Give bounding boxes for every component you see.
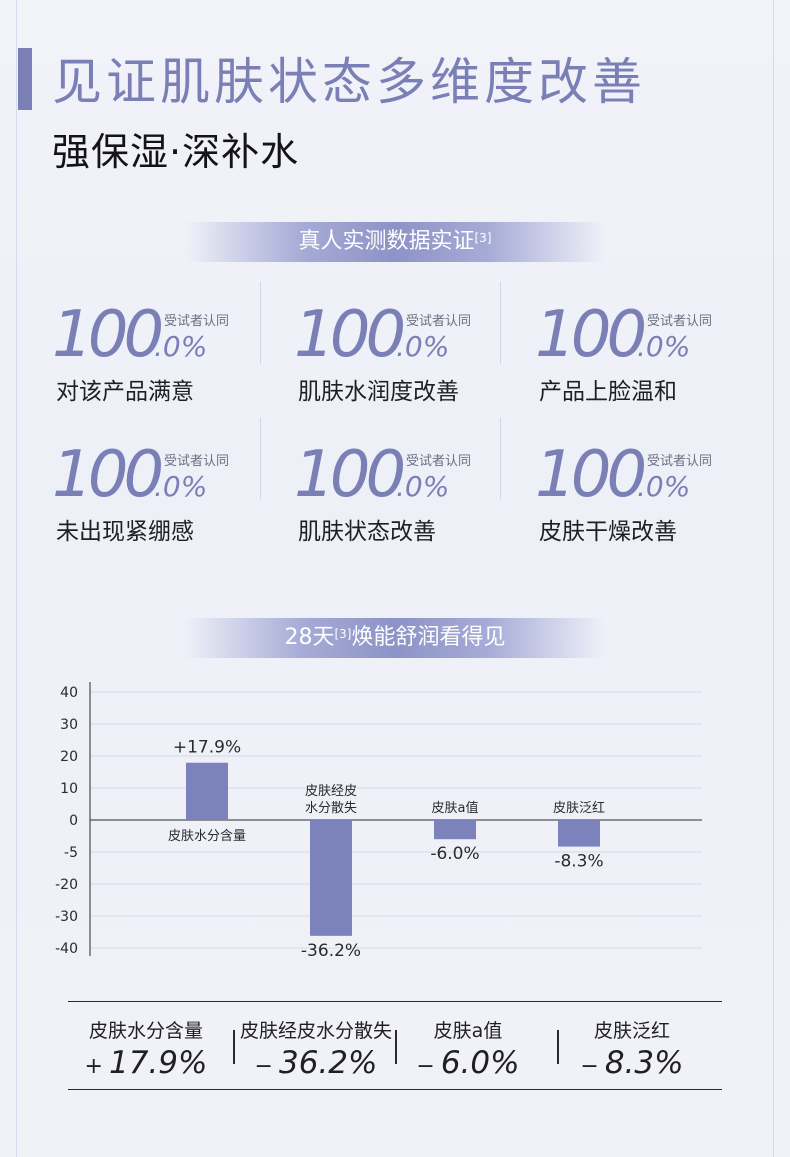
stat-divider (500, 418, 501, 500)
summary-divider (395, 1030, 397, 1064)
summary-sign: − (416, 1054, 435, 1079)
summary-value: 6.0% (440, 1045, 520, 1081)
summary-sign: + (84, 1054, 103, 1079)
bar-value-label: -8.3% (554, 852, 603, 872)
summary-label: 皮肤泛红 (593, 1020, 670, 1042)
y-tick-label: -40 (55, 941, 78, 957)
stat-note: 受试者认同 (406, 454, 472, 469)
bar (558, 820, 600, 847)
category-label: 皮肤经皮 (305, 784, 357, 799)
summary-value: 8.3% (604, 1045, 684, 1081)
summary-value-row: −6.0% (388, 1045, 548, 1081)
category-label: 皮肤水分含量 (168, 828, 246, 844)
page-subtitle: 强保湿·深补水 (52, 130, 300, 174)
stat-number: 100 (535, 438, 647, 512)
stat-divider (260, 282, 261, 364)
stat-card: 100 .0% 受试者认同 肌肤水润度改善 (294, 300, 519, 430)
frame-left-line (16, 0, 17, 1157)
stat-label: 肌肤状态改善 (298, 519, 436, 545)
section-tag-prefix: 28天 (284, 625, 335, 650)
stat-note: 受试者认同 (406, 314, 472, 329)
stat-note: 受试者认同 (164, 314, 230, 329)
stat-label: 肌肤水润度改善 (298, 379, 459, 405)
summary-value-row: −36.2% (236, 1045, 396, 1081)
bar (434, 820, 476, 840)
section-tag-text: 真人实测数据实证 (298, 229, 475, 254)
stat-label: 产品上脸温和 (539, 379, 677, 405)
page-title: 见证肌肤状态多维度改善 (52, 53, 646, 111)
summary-top-rule (68, 1001, 722, 1002)
bar-value-label: -36.2% (301, 941, 361, 961)
stat-decimal: .0% (637, 470, 691, 503)
summary-sign: − (254, 1054, 273, 1079)
stat-decimal: .0% (396, 470, 450, 503)
summary-value-row: +17.9% (66, 1045, 226, 1081)
bar (310, 820, 352, 936)
stat-card: 100 .0% 受试者认同 未出现紧绷感 (52, 440, 277, 570)
summary-label: 皮肤水分含量 (88, 1020, 203, 1042)
stat-label: 未出现紧绷感 (56, 519, 194, 545)
stat-note: 受试者认同 (647, 314, 713, 329)
summary-label: 皮肤a值 (433, 1020, 503, 1042)
stat-label: 皮肤干燥改善 (539, 519, 677, 545)
summary-divider (557, 1030, 559, 1064)
stat-number: 100 (52, 298, 164, 372)
summary-divider (233, 1030, 235, 1064)
stat-number: 100 (535, 298, 647, 372)
bar-value-label: +17.9% (173, 738, 241, 758)
y-tick-label: 10 (60, 781, 78, 797)
y-tick-label: -30 (55, 909, 78, 925)
stat-decimal: .0% (154, 470, 208, 503)
y-tick-label: 40 (60, 685, 78, 701)
section-tag-footnote: [3] (474, 231, 492, 245)
category-label: 水分散失 (305, 801, 357, 816)
bar-chart: 40 30 20 10 0 -5 -20 -30 -40 +17.9% 皮肤水分含量 -36.2% 皮肤… (55, 682, 702, 961)
stat-divider (260, 418, 261, 500)
frame-right-line (773, 0, 774, 1157)
stat-note: 受试者认同 (647, 454, 713, 469)
summary-value: 36.2% (278, 1045, 378, 1081)
summary-sign: − (580, 1054, 599, 1079)
section-tag-footnote: [3] (334, 627, 352, 641)
section-tag-suffix: 焕能舒润看得见 (351, 625, 506, 650)
summary-item: 皮肤a值 −6.0% (388, 1016, 548, 1081)
summary-item: 皮肤经皮水分散失 −36.2% (236, 1016, 396, 1081)
stat-card: 100 .0% 受试者认同 对该产品满意 (52, 300, 277, 430)
bar-value-label: -6.0% (430, 844, 479, 864)
stat-card: 100 .0% 受试者认同 皮肤干燥改善 (535, 440, 760, 570)
stat-decimal: .0% (154, 330, 208, 363)
category-label: 皮肤a值 (432, 800, 479, 816)
stat-card: 100 .0% 受试者认同 产品上脸温和 (535, 300, 760, 430)
section-tag-test-data: 真人实测数据实证[3] (185, 222, 605, 262)
stat-decimal: .0% (637, 330, 691, 363)
stat-number: 100 (294, 438, 406, 512)
stat-number: 100 (294, 298, 406, 372)
category-label: 皮肤泛红 (553, 800, 605, 816)
stat-label: 对该产品满意 (56, 379, 194, 405)
stat-number: 100 (52, 438, 164, 512)
summary-item: 皮肤泛红 −8.3% (552, 1016, 712, 1081)
y-tick-label: -20 (55, 877, 78, 893)
stat-card: 100 .0% 受试者认同 肌肤状态改善 (294, 440, 519, 570)
bar (186, 762, 228, 820)
summary-value-row: −8.3% (552, 1045, 712, 1081)
summary-label: 皮肤经皮水分散失 (239, 1020, 392, 1042)
stat-divider (500, 282, 501, 364)
summary-item: 皮肤水分含量 +17.9% (66, 1016, 226, 1081)
y-tick-label: -5 (64, 845, 78, 861)
y-tick-label: 30 (60, 717, 78, 733)
summary-bottom-rule (68, 1089, 722, 1090)
y-tick-label: 0 (69, 813, 78, 829)
stat-note: 受试者认同 (164, 454, 230, 469)
title-accent-bar (18, 48, 32, 110)
section-tag-28-days: 28天[3]焕能舒润看得见 (185, 618, 605, 658)
y-tick-label: 20 (60, 749, 78, 765)
stat-decimal: .0% (396, 330, 450, 363)
summary-value: 17.9% (108, 1045, 208, 1081)
